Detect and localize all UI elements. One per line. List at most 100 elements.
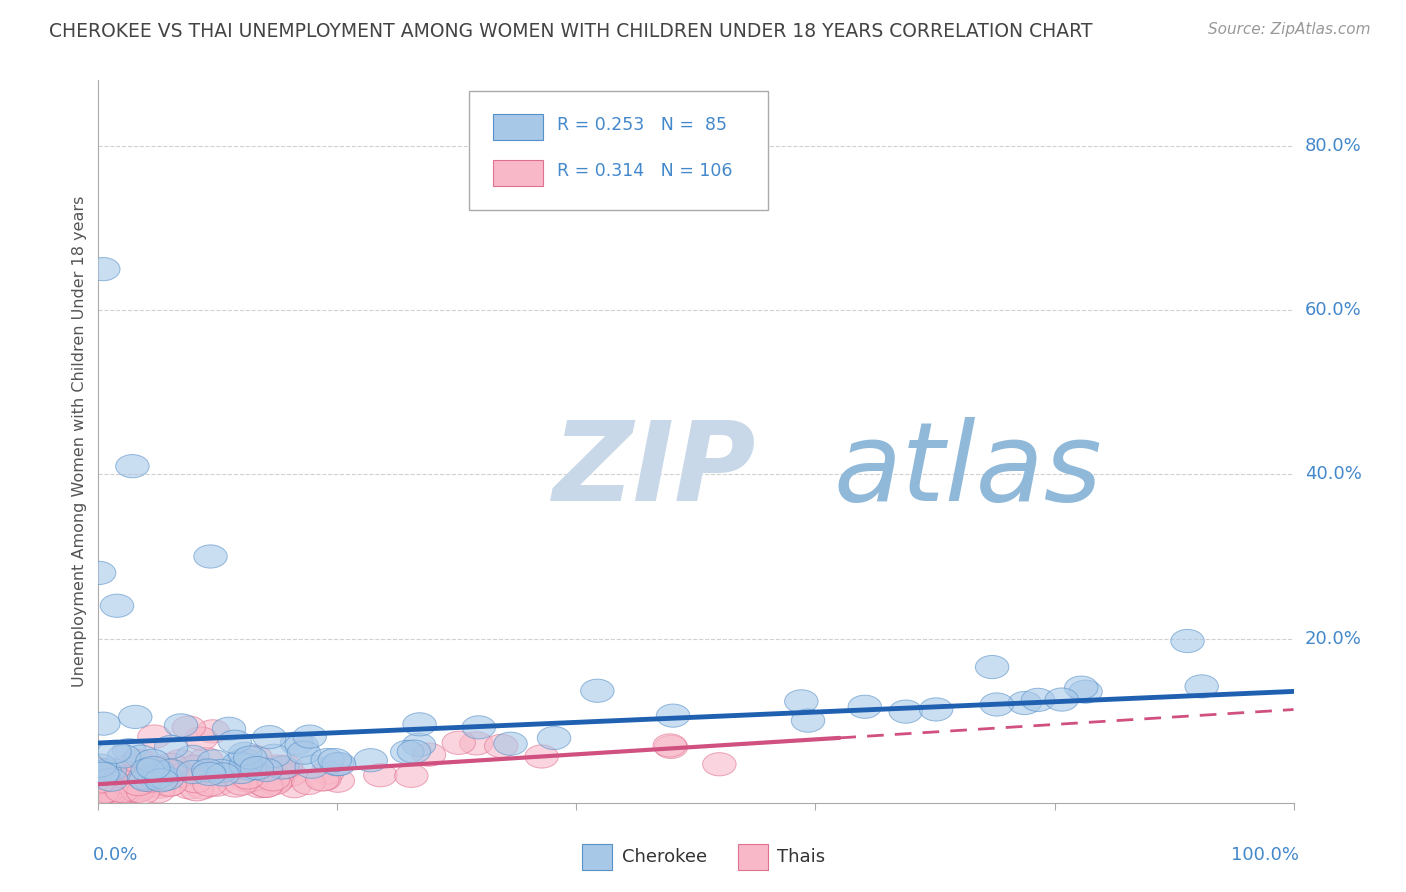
Ellipse shape	[364, 764, 396, 787]
Ellipse shape	[83, 778, 115, 801]
Text: R = 0.253   N =  85: R = 0.253 N = 85	[557, 116, 727, 134]
Ellipse shape	[253, 725, 287, 748]
Ellipse shape	[121, 779, 155, 802]
Ellipse shape	[96, 767, 129, 790]
Ellipse shape	[142, 764, 176, 788]
Ellipse shape	[225, 760, 259, 783]
Ellipse shape	[266, 756, 299, 780]
Ellipse shape	[110, 780, 143, 803]
Ellipse shape	[190, 747, 224, 771]
Ellipse shape	[980, 693, 1014, 716]
Ellipse shape	[94, 768, 128, 791]
Ellipse shape	[321, 753, 354, 776]
Ellipse shape	[229, 754, 263, 777]
Ellipse shape	[537, 726, 571, 749]
Ellipse shape	[1021, 689, 1054, 712]
Ellipse shape	[128, 766, 160, 789]
Ellipse shape	[138, 758, 172, 781]
Ellipse shape	[131, 758, 165, 781]
Ellipse shape	[101, 782, 134, 805]
FancyBboxPatch shape	[582, 845, 613, 870]
Ellipse shape	[402, 733, 436, 756]
Ellipse shape	[136, 756, 170, 780]
Ellipse shape	[233, 746, 267, 769]
Ellipse shape	[295, 756, 329, 779]
Ellipse shape	[249, 774, 283, 797]
FancyBboxPatch shape	[494, 114, 543, 140]
Ellipse shape	[82, 780, 115, 803]
Ellipse shape	[155, 735, 188, 758]
Ellipse shape	[204, 759, 238, 782]
Ellipse shape	[218, 731, 252, 754]
Ellipse shape	[184, 727, 218, 750]
Ellipse shape	[249, 758, 283, 781]
Ellipse shape	[100, 776, 134, 799]
Ellipse shape	[1064, 676, 1098, 699]
Ellipse shape	[259, 772, 291, 795]
Ellipse shape	[129, 768, 162, 791]
Ellipse shape	[87, 712, 120, 735]
Text: 80.0%: 80.0%	[1305, 137, 1361, 155]
Ellipse shape	[460, 731, 494, 755]
Ellipse shape	[652, 734, 686, 757]
Ellipse shape	[274, 764, 307, 787]
Ellipse shape	[976, 656, 1010, 679]
Ellipse shape	[118, 769, 152, 792]
Ellipse shape	[785, 690, 818, 713]
Ellipse shape	[121, 749, 155, 772]
Ellipse shape	[494, 732, 527, 756]
Ellipse shape	[165, 714, 198, 737]
Ellipse shape	[84, 772, 117, 796]
Ellipse shape	[654, 735, 688, 758]
Ellipse shape	[145, 769, 179, 792]
Ellipse shape	[141, 780, 174, 803]
Ellipse shape	[249, 774, 283, 797]
Ellipse shape	[93, 781, 127, 805]
Ellipse shape	[135, 769, 167, 792]
Ellipse shape	[107, 782, 141, 805]
Ellipse shape	[485, 734, 517, 757]
Ellipse shape	[172, 716, 205, 739]
Text: 60.0%: 60.0%	[1305, 301, 1361, 319]
Text: atlas: atlas	[834, 417, 1102, 524]
Ellipse shape	[177, 756, 211, 779]
Ellipse shape	[1185, 675, 1219, 698]
Ellipse shape	[463, 715, 495, 739]
Ellipse shape	[105, 780, 139, 803]
Ellipse shape	[139, 766, 173, 789]
Text: Source: ZipAtlas.com: Source: ZipAtlas.com	[1208, 22, 1371, 37]
Ellipse shape	[291, 772, 325, 795]
Ellipse shape	[124, 745, 157, 768]
Ellipse shape	[86, 780, 120, 804]
Ellipse shape	[391, 740, 425, 764]
Ellipse shape	[195, 720, 229, 743]
Ellipse shape	[240, 756, 274, 780]
Ellipse shape	[94, 777, 128, 800]
Ellipse shape	[135, 749, 169, 772]
Ellipse shape	[96, 767, 129, 790]
Ellipse shape	[93, 758, 127, 781]
Ellipse shape	[103, 780, 135, 803]
Ellipse shape	[111, 765, 145, 789]
Ellipse shape	[441, 731, 475, 755]
Ellipse shape	[396, 740, 430, 764]
Ellipse shape	[104, 781, 138, 805]
Ellipse shape	[138, 761, 172, 784]
Text: Thais: Thais	[778, 848, 825, 866]
Ellipse shape	[105, 771, 139, 794]
Ellipse shape	[193, 773, 226, 797]
Ellipse shape	[194, 545, 228, 568]
Ellipse shape	[267, 759, 301, 782]
Ellipse shape	[524, 745, 558, 768]
Text: 0.0%: 0.0%	[93, 847, 138, 864]
Ellipse shape	[233, 757, 267, 780]
Ellipse shape	[581, 679, 614, 702]
Ellipse shape	[165, 749, 197, 772]
FancyBboxPatch shape	[470, 91, 768, 211]
Ellipse shape	[311, 748, 344, 772]
Ellipse shape	[101, 779, 134, 802]
Ellipse shape	[89, 782, 122, 805]
Ellipse shape	[792, 709, 825, 732]
Ellipse shape	[100, 774, 132, 797]
Ellipse shape	[118, 706, 152, 729]
